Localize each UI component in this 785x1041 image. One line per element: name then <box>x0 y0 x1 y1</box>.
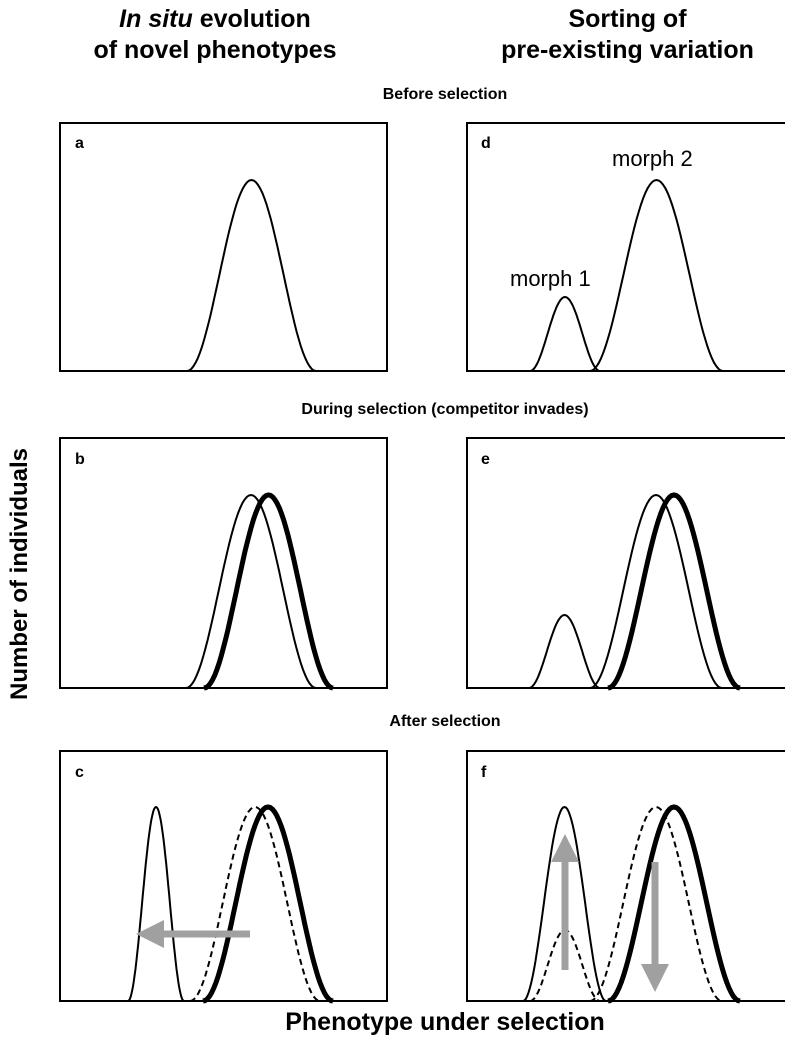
panel-letter-d: d <box>481 135 491 152</box>
curve-c-shifted <box>202 804 334 1004</box>
right-title-line-1: Sorting of <box>568 5 687 33</box>
row-label-during: During selection (competitor invades) <box>301 401 589 418</box>
curve-b-original <box>185 493 317 689</box>
panel-a-frame <box>59 122 388 372</box>
morph-2-label: morph 2 <box>612 146 693 171</box>
panel-letter-e: e <box>481 451 490 468</box>
curve-e-morph2-shifted <box>607 492 741 691</box>
right-column-title: Sorting of pre-existing variation <box>470 4 785 66</box>
curve-c-new-phenotype <box>127 805 185 1002</box>
left-title-line-1: In situ evolution <box>80 4 350 35</box>
row-label-before: Before selection <box>382 86 508 103</box>
panel-b-frame <box>59 437 388 689</box>
curve-f-morph2-shifted <box>607 804 741 1004</box>
panel-d-frame <box>466 122 785 372</box>
curve-f-morph1-after <box>522 805 607 1002</box>
left-title-italic: In situ <box>119 5 193 33</box>
right-title-line-2: pre-existing variation <box>501 36 754 64</box>
curve-d-morph2 <box>589 178 724 372</box>
panel-e-frame <box>466 437 785 689</box>
left-title-line-2: of novel phenotypes <box>93 36 337 64</box>
morph-1-label: morph 1 <box>510 266 591 291</box>
distribution-curves <box>127 178 741 1004</box>
panel-letter-a: a <box>75 135 84 152</box>
x-axis-label: Phenotype under selection <box>285 1008 605 1036</box>
curve-d-morph1 <box>529 295 601 372</box>
panel-f-frame <box>466 750 785 1002</box>
curve-a-original <box>186 178 317 372</box>
left-column-title: In situ evolution of novel phenotypes <box>80 4 350 66</box>
left-title-rest: evolution <box>192 5 311 33</box>
row-label-after: After selection <box>389 713 501 730</box>
panel-letter-b: b <box>75 451 85 468</box>
panel-c-frame <box>59 750 388 1002</box>
curve-e-morph1 <box>528 613 601 689</box>
curve-e-morph2-original <box>589 493 723 689</box>
curve-f-morph2-original-dashed <box>589 805 723 1002</box>
panel-letter-f: f <box>481 764 487 781</box>
curve-c-original-dashed <box>189 805 321 1002</box>
curve-b-shifted <box>203 492 334 691</box>
panel-letter-c: c <box>75 764 84 781</box>
